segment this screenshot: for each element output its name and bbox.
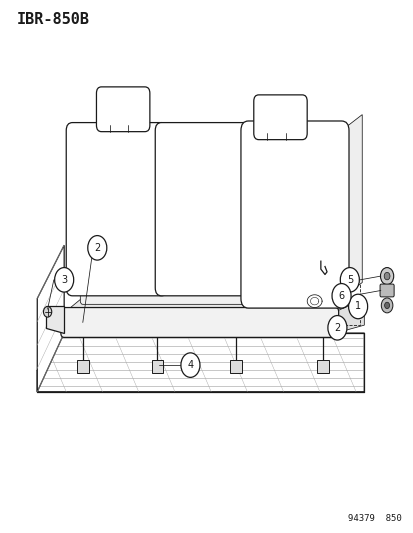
Text: 6: 6 (338, 291, 344, 301)
Circle shape (339, 268, 358, 292)
Text: 2: 2 (94, 243, 100, 253)
Text: 3: 3 (61, 275, 67, 285)
Circle shape (348, 294, 367, 319)
Circle shape (380, 298, 392, 313)
Circle shape (180, 353, 199, 377)
FancyBboxPatch shape (61, 308, 338, 337)
FancyBboxPatch shape (253, 95, 306, 140)
Text: 94379  850: 94379 850 (347, 514, 401, 523)
Text: 2: 2 (333, 323, 340, 333)
FancyBboxPatch shape (240, 121, 348, 308)
Circle shape (384, 302, 389, 309)
FancyBboxPatch shape (316, 360, 328, 373)
Polygon shape (341, 115, 361, 298)
FancyBboxPatch shape (96, 87, 150, 132)
FancyBboxPatch shape (80, 282, 333, 304)
Circle shape (43, 306, 52, 317)
Text: 4: 4 (187, 360, 193, 370)
Circle shape (331, 284, 350, 308)
Polygon shape (335, 298, 363, 333)
Text: IBR-850B: IBR-850B (17, 12, 89, 27)
Text: 1: 1 (354, 302, 360, 311)
Circle shape (383, 272, 389, 280)
Polygon shape (37, 333, 363, 392)
FancyBboxPatch shape (66, 123, 167, 296)
Polygon shape (37, 245, 64, 392)
Circle shape (327, 316, 346, 340)
FancyBboxPatch shape (230, 360, 241, 373)
FancyBboxPatch shape (379, 284, 393, 297)
Circle shape (55, 268, 74, 292)
Circle shape (88, 236, 107, 260)
FancyBboxPatch shape (151, 360, 163, 373)
Circle shape (380, 268, 393, 285)
Polygon shape (64, 298, 335, 312)
Polygon shape (45, 306, 64, 333)
Text: 5: 5 (346, 275, 352, 285)
FancyBboxPatch shape (77, 360, 88, 373)
FancyBboxPatch shape (155, 123, 256, 296)
